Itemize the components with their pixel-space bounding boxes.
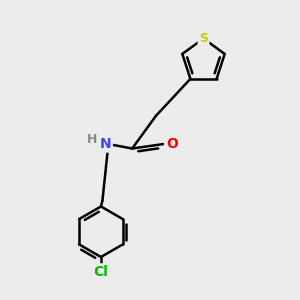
- Text: H: H: [87, 133, 97, 146]
- Text: O: O: [166, 137, 178, 151]
- Text: N: N: [100, 137, 111, 151]
- Text: Cl: Cl: [94, 265, 108, 279]
- Text: S: S: [199, 32, 208, 45]
